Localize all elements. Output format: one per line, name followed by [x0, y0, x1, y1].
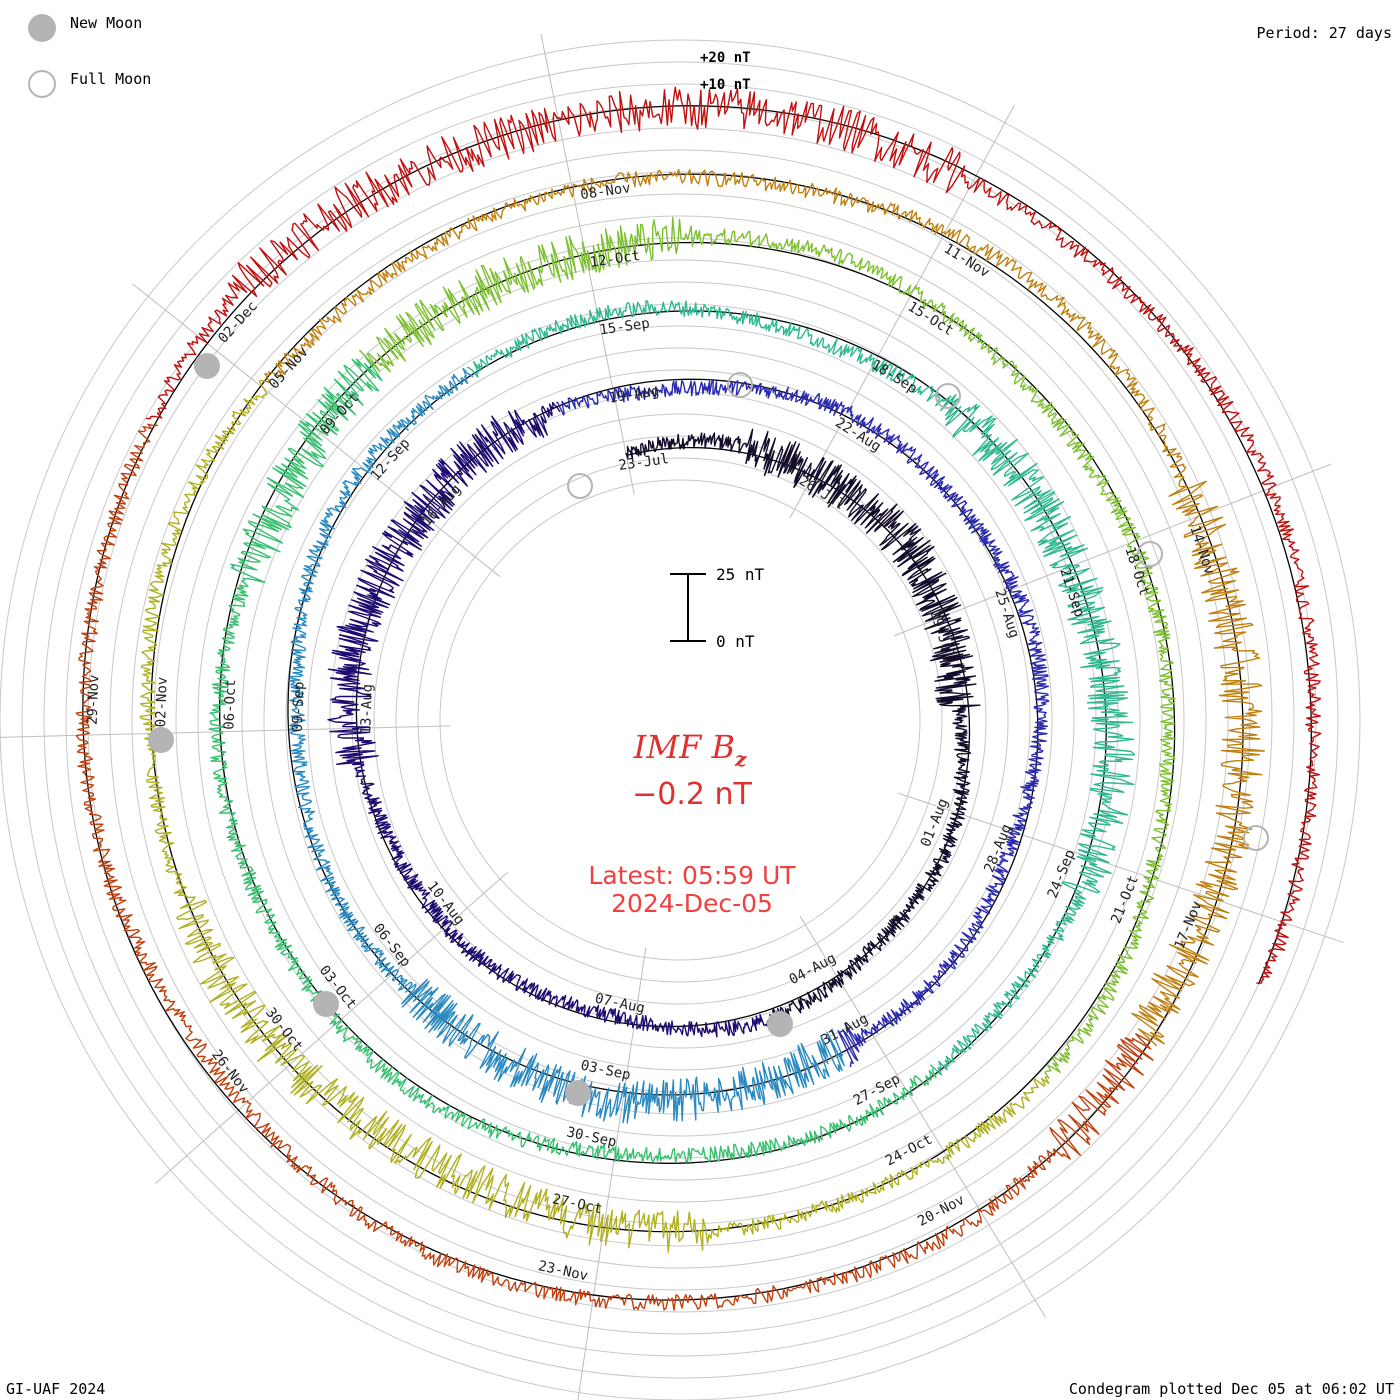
grid-ring-2: [395, 435, 965, 1005]
bz-trace-segment-4: [466, 300, 1136, 1076]
quantity-title-main: IMF B: [633, 728, 735, 766]
grid-ring-20: [0, 39, 1361, 1400]
grid-ring-15: [109, 149, 1251, 1291]
new-moon-legend-label: New Moon: [70, 14, 142, 32]
grid-ring-7: [285, 325, 1075, 1115]
footer-plotted: Condegram plotted Dec 05 at 06:02 UT: [1069, 1380, 1394, 1398]
grid-spoke-1: [789, 104, 1015, 519]
scale-bar-bottom-label: 0 nT: [716, 632, 755, 651]
grid-ring-18: [43, 83, 1317, 1357]
date-label-20-nov: 20-Nov: [915, 1192, 967, 1230]
bz-trace-segment-8: [264, 168, 1265, 1047]
bz-trace-segment-0: [625, 428, 981, 1028]
full-moon-marker-3: [1137, 541, 1163, 567]
grid-spoke-4: [799, 915, 1046, 1318]
date-label-13-aug: 13-Aug: [358, 684, 376, 735]
bz-trace-segment-6: [358, 216, 1177, 1080]
date-label-15-sep: 15-Sep: [598, 316, 650, 339]
grid-ring-14: [131, 171, 1229, 1269]
date-label-29-nov: 29-Nov: [85, 674, 103, 725]
grid-ring-1: [417, 457, 943, 983]
bz-series-layer: [75, 86, 1322, 1311]
grid-ring-8: [263, 303, 1097, 1137]
bz-trace-segment-10: [145, 86, 1322, 984]
full-moon-marker-2: [935, 383, 961, 409]
moon-markers: [148, 353, 1269, 1106]
footer-credit: GI-UAF 2024: [6, 1380, 105, 1398]
current-value: −0.2 nT: [632, 777, 752, 812]
period-label: Period: 27 days: [1257, 24, 1392, 42]
date-label-08-nov: 08-Nov: [579, 180, 631, 203]
grid-ring-19: [21, 61, 1339, 1379]
bz-trace-segment-7: [139, 379, 1050, 1253]
full-moon-marker-1: [727, 372, 753, 398]
full-moon-legend-label: Full Moon: [70, 70, 151, 88]
date-label-21-oct: 21-Oct: [1108, 873, 1142, 926]
full-moon-marker-4: [1243, 825, 1269, 851]
grid-ring-11: [197, 237, 1163, 1203]
date-label-01-aug: 01-Aug: [918, 796, 952, 849]
bz-trace-segment-3: [288, 367, 845, 1124]
ref-label-10nT: +10 nT: [700, 77, 751, 93]
new-moon-marker-1: [565, 1080, 591, 1106]
latest-date: 2024-Dec-05: [611, 889, 773, 918]
date-label-23-nov: 23-Nov: [537, 1258, 590, 1284]
grid-spoke-7: [0, 725, 451, 738]
new-moon-marker-4: [194, 353, 220, 379]
bz-trace-segment-9: [75, 423, 1154, 1311]
new-moon-marker-3: [148, 727, 174, 753]
date-label-24-oct: 24-Oct: [883, 1132, 935, 1170]
grid-spoke-3: [897, 792, 1344, 944]
full-moon-legend-icon: [28, 70, 56, 98]
date-label-19-aug: 19-Aug: [608, 383, 660, 406]
latest-time: Latest: 05:59 UT: [588, 861, 796, 890]
grid-spoke-8: [132, 283, 501, 578]
scale-bar: 25 nT 0 nT: [670, 565, 765, 651]
bz-trace-segment-2: [555, 379, 1050, 1067]
grid-ring-0: [439, 479, 921, 961]
grid-ring-13: [153, 193, 1207, 1247]
full-moon-marker-0: [567, 473, 593, 499]
date-label-09-sep: 09-Sep: [290, 681, 308, 732]
ref-label-20nT: +20 nT: [700, 50, 751, 66]
new-moon-legend-icon: [28, 14, 56, 42]
new-moon-marker-2: [313, 991, 339, 1017]
quantity-title-subscript: z: [734, 747, 747, 771]
quantity-title: IMF Bz: [633, 728, 747, 771]
grid-ring-12: [175, 215, 1185, 1225]
scale-bar-top-label: 25 nT: [716, 565, 765, 584]
grid-ring-16: [87, 127, 1273, 1313]
bz-trace-segment-1: [327, 401, 771, 1038]
grid-spoke-6: [155, 871, 508, 1184]
date-label-23-jul: 23-Jul: [618, 451, 670, 474]
grid-spoke-2: [893, 463, 1332, 637]
new-moon-marker-0: [767, 1011, 793, 1037]
date-label-12-oct: 12-Oct: [589, 248, 641, 271]
date-label-06-oct: 06-Oct: [221, 679, 239, 730]
date-label-17-nov: 17-Nov: [1172, 899, 1206, 952]
grid-ring-6: [307, 347, 1053, 1093]
date-label-02-nov: 02-Nov: [153, 677, 171, 728]
grid-layer: [0, 33, 1361, 1400]
legend: New Moon Full Moon: [28, 14, 151, 98]
